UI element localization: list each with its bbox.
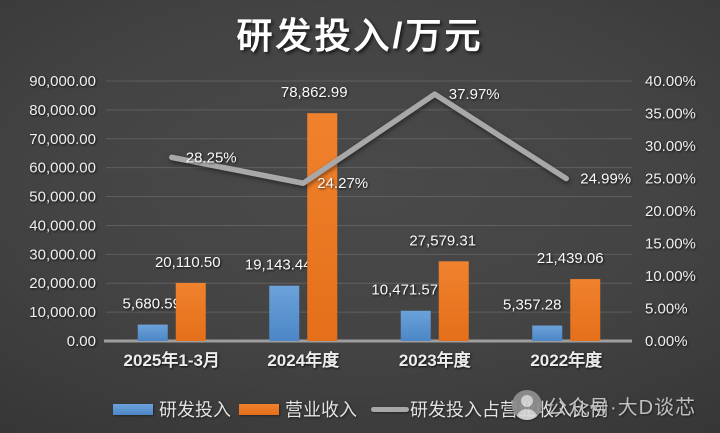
revenue-bar [438, 261, 469, 341]
rd-investment-bar [269, 285, 300, 341]
left-axis-tick: 80,000.00 [29, 102, 96, 119]
category-label: 2025年1-3月 [124, 350, 220, 370]
category-label: 2024年度 [267, 350, 340, 370]
left-axis-tick: 60,000.00 [29, 160, 96, 177]
revenue-data-label: 27,579.31 [409, 232, 476, 249]
avatar-head-shape [521, 395, 533, 407]
rd-ratio-line [169, 91, 569, 186]
legend-label-rd-ratio: 研发投入占营业收入比例 [410, 400, 608, 420]
legend-item-revenue: 营业收入 [239, 396, 357, 422]
category-label: 2022年度 [530, 350, 603, 370]
legend-item-rd-ratio: 研发投入占营业收入比例 [371, 396, 608, 422]
rd-investment-bar [532, 325, 563, 341]
rd-investment-swatch [113, 403, 153, 415]
right-axis-tick: 10.00% [645, 268, 696, 285]
left-axis-tick: 10,000.00 [29, 304, 96, 321]
official-account-avatar-icon [512, 390, 542, 420]
revenue-swatch [239, 403, 279, 415]
left-axis-tick: 40,000.00 [29, 217, 96, 234]
left-axis-tick: 20,000.00 [29, 275, 96, 292]
chart-title: 研发投入/万元 [236, 15, 484, 56]
chart-legend: 研发投入 营业收入 研发投入占营业收入比例 [113, 396, 608, 422]
left-axis-tick: 90,000.00 [29, 73, 96, 90]
watermark: 公众号·大D谈芯 [512, 390, 696, 420]
legend-label-revenue: 营业收入 [285, 400, 357, 420]
revenue-data-label: 21,439.06 [537, 250, 604, 267]
rd-ratio-line-swatch [371, 406, 409, 412]
rd-investment-data-label: 10,471.57 [371, 282, 438, 299]
revenue-data-label: 20,110.50 [155, 254, 221, 271]
revenue-data-label: 78,862.99 [281, 84, 348, 101]
left-axis-tick: 0.00 [67, 333, 96, 350]
right-axis-tick: 0.00% [645, 333, 688, 350]
avatar-body-shape [516, 409, 538, 420]
rd-ratio-data-label: 24.27% [317, 175, 368, 192]
right-axis-tick: 25.00% [645, 171, 696, 188]
right-axis-tick: 30.00% [645, 138, 696, 155]
left-axis-tick: 70,000.00 [29, 131, 96, 148]
rd-investment-data-label: 5,357.28 [503, 297, 561, 314]
rd-investment-bar [400, 310, 431, 341]
rd-investment-data-label: 19,143.44 [245, 257, 312, 274]
right-axis-tick: 5.00% [645, 301, 688, 318]
rd-ratio-data-label: 24.99% [580, 171, 631, 188]
left-axis-tick: 30,000.00 [29, 246, 96, 263]
right-axis-tick: 15.00% [645, 236, 696, 253]
right-axis-tick: 35.00% [645, 106, 696, 123]
right-axis-tick: 40.00% [645, 73, 696, 90]
category-label: 2023年度 [399, 350, 472, 370]
rd-ratio-data-label: 37.97% [449, 86, 500, 103]
watermark-text: 公众号·大D谈芯 [547, 396, 697, 419]
revenue-bar [570, 279, 601, 341]
right-axis-tick: 20.00% [645, 203, 696, 220]
rd-investment-data-label: 5,680.59 [123, 296, 181, 313]
rd-ratio-data-label: 28.25% [186, 149, 237, 166]
legend-item-rd-investment: 研发投入 [113, 396, 231, 422]
left-axis-tick: 50,000.00 [29, 189, 96, 206]
revenue-bar [307, 113, 338, 341]
legend-label-rd-investment: 研发投入 [159, 400, 231, 420]
rd-investment-bar [137, 324, 168, 341]
revenue-bar [175, 282, 206, 341]
